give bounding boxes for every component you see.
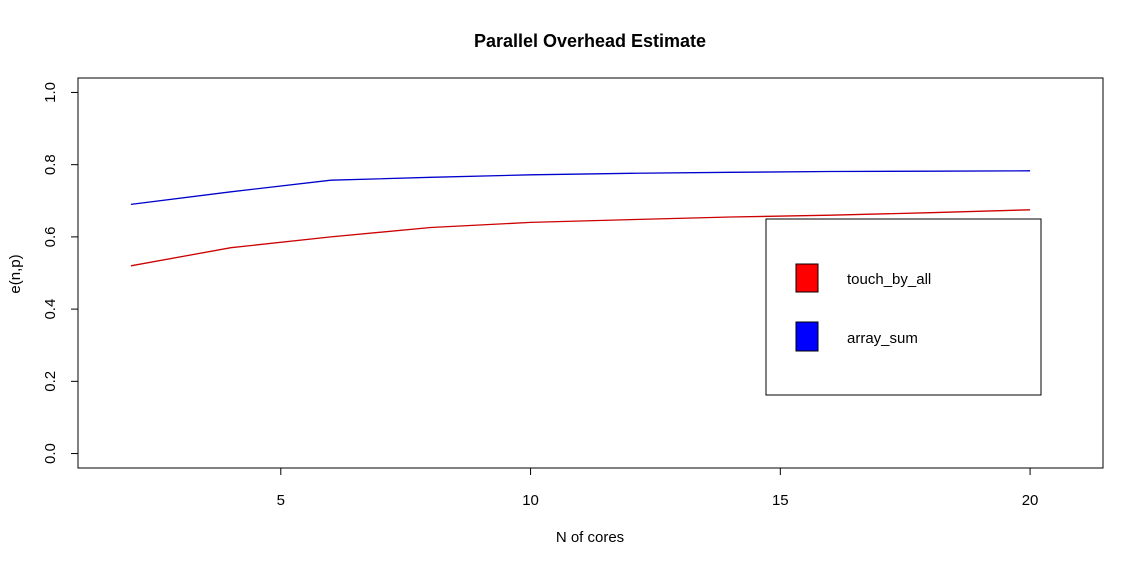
legend-label-array-sum: array_sum xyxy=(847,330,918,347)
y-tick-label: 0.0 xyxy=(42,443,59,464)
x-axis: 5 10 15 20 xyxy=(277,468,1039,509)
x-axis-label: N of cores xyxy=(556,529,624,546)
x-tick-label: 15 xyxy=(772,492,789,509)
x-tick-label: 10 xyxy=(522,492,539,509)
y-axis: 0.0 0.2 0.4 0.6 0.8 1.0 xyxy=(42,82,78,464)
series-line-array-sum xyxy=(130,170,1031,206)
legend-swatch-array-sum xyxy=(795,321,819,352)
x-tick-label: 20 xyxy=(1022,492,1039,509)
x-tick-label: 5 xyxy=(277,492,285,509)
y-tick-label: 0.4 xyxy=(42,299,59,320)
legend-label-touch-by-all: touch_by_all xyxy=(847,271,931,288)
y-tick-label: 0.6 xyxy=(42,226,59,247)
legend: touch_by_all array_sum xyxy=(765,218,1042,396)
y-tick-label: 1.0 xyxy=(42,82,59,103)
y-tick-label: 0.8 xyxy=(42,154,59,175)
series-line-touch-by-all xyxy=(130,209,1031,267)
legend-box xyxy=(765,218,1042,396)
plot-area xyxy=(77,77,1104,469)
y-axis-label: e(n,p) xyxy=(7,254,24,293)
series-layer xyxy=(130,170,1031,267)
legend-swatch-touch-by-all xyxy=(795,263,819,293)
chart-title: Parallel Overhead Estimate xyxy=(474,31,706,51)
y-tick-label: 0.2 xyxy=(42,371,59,392)
